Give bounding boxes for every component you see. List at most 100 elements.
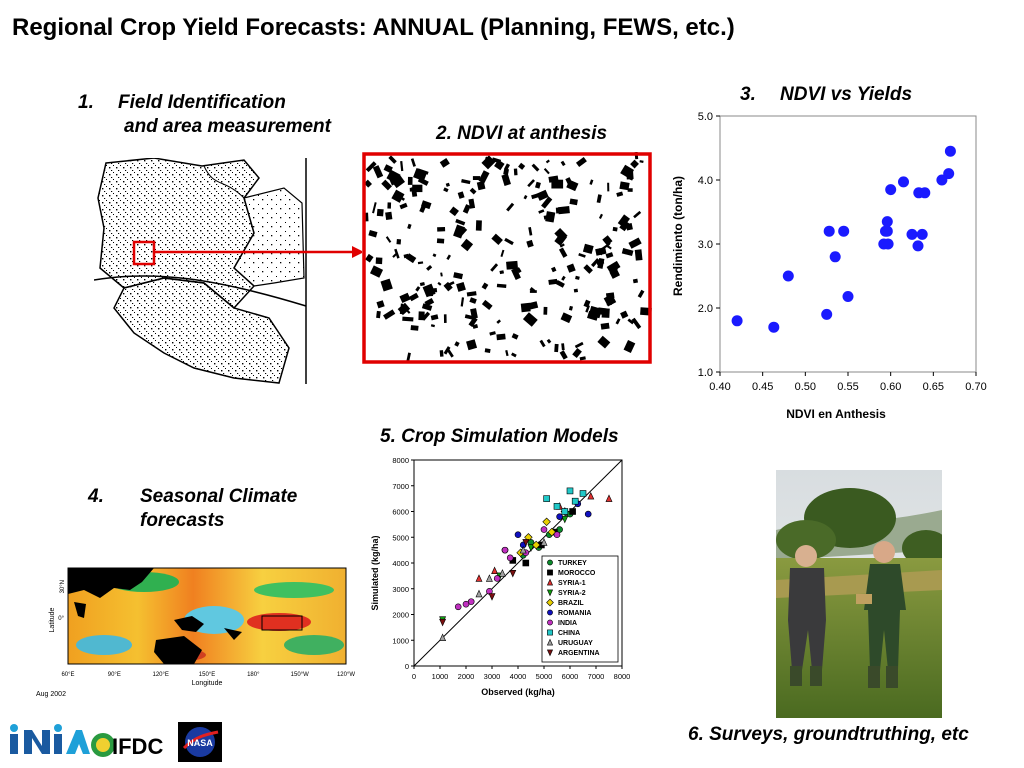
ndvi-patch xyxy=(464,314,474,320)
lon-tick: 120°W xyxy=(337,672,355,678)
ndvi-yield-scatter: 0.40 0.45 0.50 0.55 0.60 0.65 0.70 1.0 2.0 3.0 4.0… xyxy=(671,111,987,421)
ndvi-patch xyxy=(607,182,610,192)
legend-marker xyxy=(547,619,553,626)
ndvi-patch xyxy=(368,230,378,238)
x-tick-label: 4000 xyxy=(510,672,527,681)
data-point xyxy=(605,494,613,502)
data-point xyxy=(587,491,595,500)
ndvi-patch xyxy=(455,218,466,226)
data-point xyxy=(454,603,462,611)
ndvi-anthesis-image xyxy=(362,152,652,364)
ndvi-patch xyxy=(619,220,630,232)
ndvi-patch xyxy=(522,312,538,327)
ndvi-patch xyxy=(529,287,536,293)
ndvi-patch xyxy=(426,264,433,271)
ndvi-patch xyxy=(588,305,603,319)
ndvi-patch xyxy=(430,314,439,321)
ndvi-patch xyxy=(445,182,450,187)
data-point xyxy=(439,633,447,641)
data-point xyxy=(556,513,563,520)
ndvi-patch xyxy=(478,170,490,184)
ndvi-patch xyxy=(626,169,634,180)
ndvi-patch xyxy=(527,179,536,188)
legend-label: SYRIA-2 xyxy=(558,590,586,597)
ndvi-patch xyxy=(388,155,397,164)
y-tick-label: 4000 xyxy=(392,559,409,568)
ndvi-patch xyxy=(436,238,445,244)
ndvi-patch xyxy=(417,168,429,175)
ndvi-patch xyxy=(545,159,550,164)
ndvi-patch xyxy=(410,158,416,167)
ndvi-patch xyxy=(481,282,489,290)
ndvi-patch xyxy=(469,297,477,304)
data-point xyxy=(439,618,447,627)
x-axis-label: NDVI en Anthesis xyxy=(786,407,886,421)
x-tick-label: 7000 xyxy=(588,672,605,681)
legend-label: MOROCCO xyxy=(558,570,596,577)
ndvi-patch xyxy=(394,248,400,259)
ndvi-patch xyxy=(631,317,642,330)
data-point xyxy=(916,228,928,240)
ndvi-patch xyxy=(612,226,618,232)
date-note: Aug 2002 xyxy=(36,691,66,698)
ndvi-patch xyxy=(453,224,466,239)
data-point xyxy=(881,216,893,228)
legend-marker xyxy=(547,559,553,566)
field-identification-map xyxy=(94,158,307,384)
legend-label: SYRIA-1 xyxy=(558,580,586,587)
ndvi-patch xyxy=(472,324,479,329)
ndvi-patch xyxy=(417,177,429,186)
zoom-arrow xyxy=(154,246,364,258)
y-tick-label: 1000 xyxy=(392,636,409,645)
panel2-caption: 2. NDVI at anthesis xyxy=(436,123,608,144)
data-point xyxy=(584,510,592,518)
ndvi-patch xyxy=(365,253,374,263)
ndvi-patch xyxy=(449,206,459,217)
ndvi-patch xyxy=(561,275,566,281)
ndvi-patch xyxy=(412,184,423,193)
ndvi-patch xyxy=(573,288,579,293)
legend xyxy=(541,555,619,663)
ndvi-patch xyxy=(391,189,405,203)
ndvi-patch xyxy=(489,331,496,336)
data-point xyxy=(498,569,506,577)
ndvi-patch xyxy=(439,350,444,357)
ndvi-patch xyxy=(403,253,409,259)
ndvi-patch xyxy=(481,299,493,310)
lon-tick: 150°W xyxy=(291,672,309,678)
ndvi-patch xyxy=(555,206,569,214)
ndvi-patch xyxy=(405,308,411,314)
data-point xyxy=(829,251,841,263)
nasa-logo: NASA xyxy=(178,722,222,762)
ndvi-patch xyxy=(443,187,449,193)
data-point xyxy=(475,589,483,598)
y-tick-label: 7000 xyxy=(392,482,409,491)
ndvi-patch xyxy=(543,306,548,315)
ndvi-patch xyxy=(383,309,396,320)
data-point xyxy=(506,554,514,562)
data-point xyxy=(514,531,522,538)
ndvi-patch xyxy=(380,278,393,292)
data-point xyxy=(522,539,530,547)
ndvi-patch xyxy=(496,333,506,341)
x-tick-label: 0.55 xyxy=(837,381,858,393)
ndvi-patch xyxy=(426,288,438,294)
ndvi-patch xyxy=(555,280,565,288)
ndvi-patch xyxy=(585,305,590,313)
ndvi-patch xyxy=(620,310,629,319)
ndvi-patch xyxy=(545,211,556,223)
data-point xyxy=(543,495,550,502)
ndvi-patch xyxy=(596,259,605,265)
ndvi-patch xyxy=(399,292,411,304)
lon-tick: 90°E xyxy=(108,672,121,678)
x-tick-label: 0.40 xyxy=(709,381,730,393)
ndvi-patch xyxy=(505,350,509,357)
ndvi-patch xyxy=(490,263,499,272)
y-axis-label: Rendimiento (ton/ha) xyxy=(671,176,685,296)
ndvi-patch xyxy=(391,175,405,189)
ndvi-patch xyxy=(605,252,614,259)
ndvi-patch xyxy=(417,261,424,265)
data-point xyxy=(906,228,918,240)
data-point xyxy=(561,515,569,524)
data-point xyxy=(566,487,574,495)
